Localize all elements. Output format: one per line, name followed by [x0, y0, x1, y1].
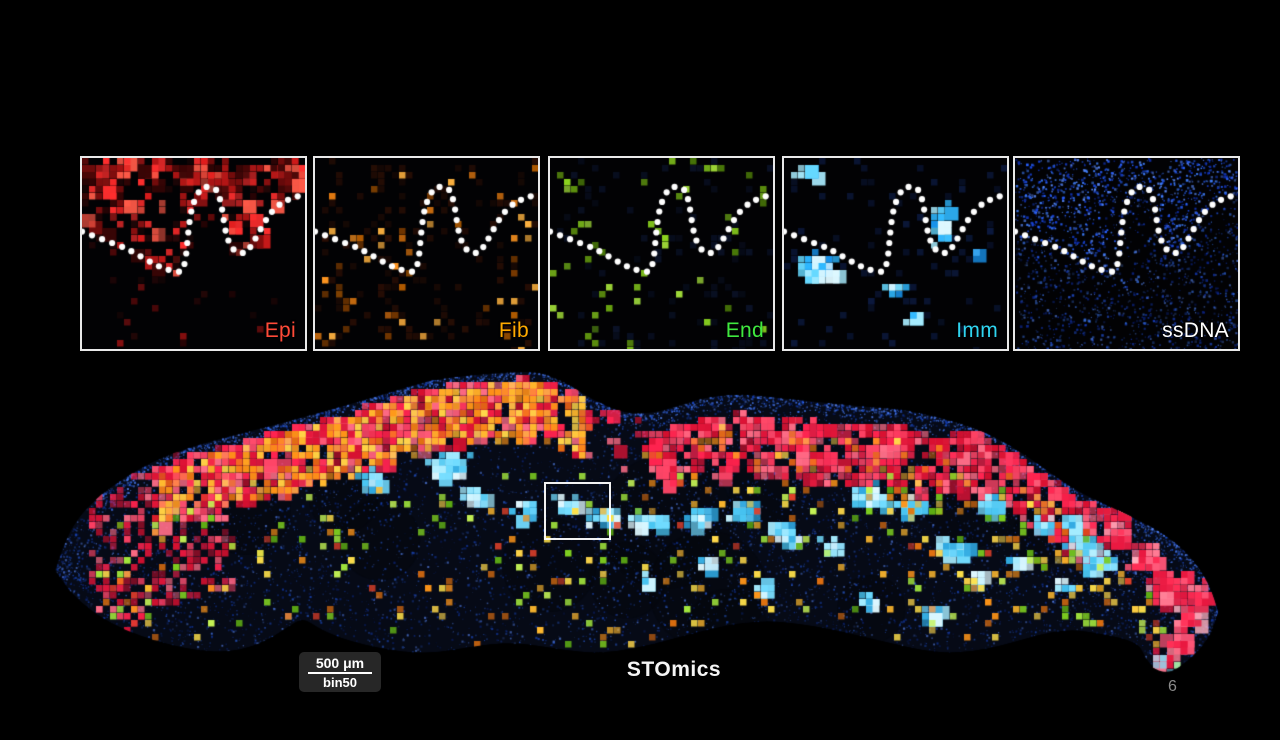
- panel-label-imm: Imm: [956, 319, 998, 342]
- panel-end: End: [548, 156, 775, 351]
- panel-label-fib: Fib: [498, 319, 529, 342]
- panel-fib: Fib: [313, 156, 540, 351]
- tissue-section-canvas: [40, 368, 1240, 708]
- panel-ssdna: ssDNA: [1013, 156, 1240, 351]
- scale-bar-line: [308, 671, 372, 674]
- panel-label-epi: Epi: [264, 319, 296, 342]
- panel-imm: Imm: [782, 156, 1009, 351]
- page-number: 6: [1168, 678, 1177, 695]
- scale-bar: 500 μm bin50: [299, 652, 381, 692]
- panel-label-ssdna: ssDNA: [1162, 319, 1229, 342]
- fib-panel-canvas: [315, 158, 538, 349]
- panel-epi: Epi: [80, 156, 307, 351]
- imm-panel-canvas: [784, 158, 1007, 349]
- end-panel-canvas: [550, 158, 773, 349]
- ssdna-panel-canvas: [1015, 158, 1238, 349]
- panel-label-end: End: [725, 319, 764, 342]
- caption-stomics: STOmics: [626, 658, 722, 681]
- scale-bar-bin-label: bin50: [323, 674, 357, 690]
- epi-panel-canvas: [82, 158, 305, 349]
- roi-rectangle: [544, 482, 611, 540]
- scale-bar-length-label: 500 μm: [315, 654, 365, 671]
